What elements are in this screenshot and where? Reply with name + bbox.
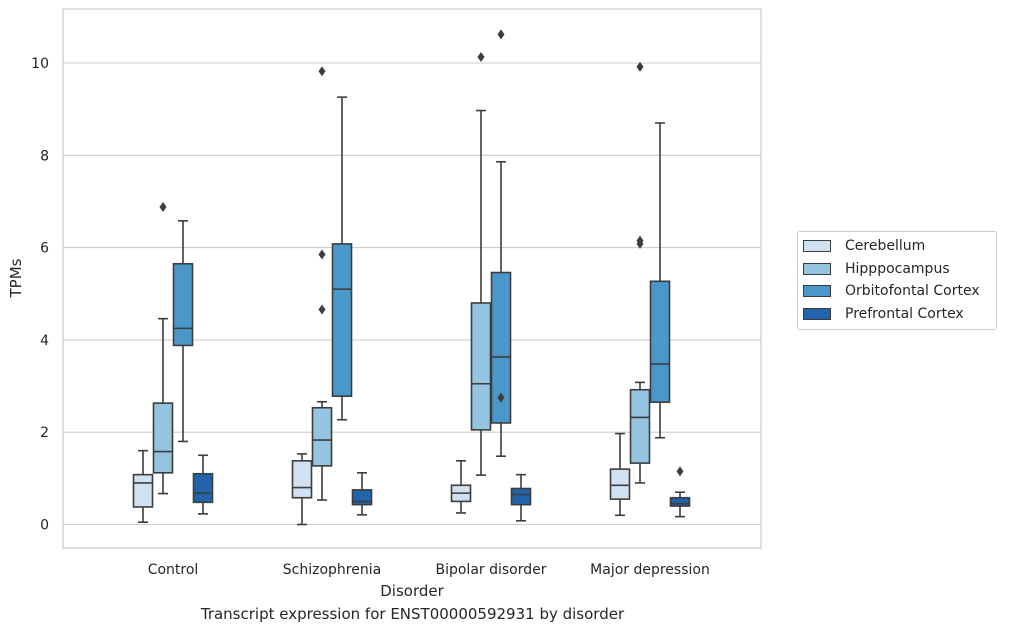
box-iqr <box>331 243 353 398</box>
box-hipppocampus <box>470 52 492 476</box>
box-cerebellum <box>450 460 472 514</box>
box-iqr <box>172 262 194 347</box>
legend-item: Prefrontal Cortex <box>798 303 996 326</box>
outlier-point <box>318 66 326 77</box>
legend-label: Orbitofontal Cortex <box>845 283 980 300</box>
box-orbitofontal-cortex <box>649 122 671 439</box>
legend-label: Cerebellum <box>845 238 926 255</box>
box-iqr <box>152 402 174 474</box>
box-iqr <box>132 473 154 508</box>
legend: Cerebellum Hipppocampus Orbitofontal Corte… <box>797 231 997 330</box>
y-tick-labels: 0 2 4 6 8 10 <box>31 56 49 534</box>
box-cerebellum <box>132 449 154 523</box>
x-axis-label: Disorder <box>380 582 444 600</box>
box-cerebellum <box>291 453 313 526</box>
outlier-point <box>636 235 644 246</box>
y-tick-label: 10 <box>31 56 49 72</box>
legend-label: Prefrontal Cortex <box>845 305 964 322</box>
box-iqr <box>510 487 532 506</box>
box-iqr <box>291 460 313 499</box>
legend-swatch <box>803 307 831 320</box>
box-iqr <box>490 271 512 424</box>
y-tick-label: 6 <box>40 241 49 257</box>
box-orbitofontal-cortex <box>490 29 512 457</box>
box-hipppocampus <box>311 66 333 501</box>
x-tick-label: Bipolar disorder <box>435 562 546 578</box>
box-prefrontal-cortex <box>351 472 373 516</box>
box-iqr <box>351 489 373 506</box>
box-iqr <box>192 472 214 504</box>
y-tick-label: 4 <box>40 333 49 349</box>
box-iqr <box>609 468 631 500</box>
box-orbitofontal-cortex <box>331 96 353 421</box>
outlier-point <box>477 52 485 63</box>
x-tick-label: Control <box>148 562 199 578</box>
outlier-point <box>497 392 505 403</box>
x-tick-label: Major depression <box>590 562 710 578</box>
box-prefrontal-cortex <box>192 454 214 515</box>
x-tick-labels: Control Schizophrenia Bipolar disorder Majo… <box>148 562 710 578</box>
box-iqr <box>649 280 671 404</box>
y-tick-label: 2 <box>40 425 49 441</box>
y-tick-label: 0 <box>40 518 49 534</box>
box-orbitofontal-cortex <box>172 220 194 443</box>
outlier-point <box>318 249 326 260</box>
plot-frame <box>62 8 762 549</box>
legend-swatch <box>803 262 831 275</box>
outlier-point <box>159 201 167 212</box>
legend-label: Hipppocampus <box>845 260 950 277</box>
outlier-point <box>676 466 684 477</box>
legend-swatch <box>803 240 831 253</box>
box-series <box>132 29 691 526</box>
box-hipppocampus <box>629 61 651 484</box>
legend-swatch <box>803 285 831 298</box>
outlier-point <box>636 61 644 72</box>
legend-item: Cerebellum <box>798 235 996 258</box>
box-iqr <box>669 496 691 507</box>
box-prefrontal-cortex <box>510 473 532 522</box>
chart-caption: Transcript expression for ENST0000059293… <box>200 605 625 623</box>
x-tick-label: Schizophrenia <box>283 562 381 578</box>
outlier-point <box>318 304 326 315</box>
box-iqr <box>470 302 492 431</box>
outlier-point <box>497 29 505 40</box>
box-iqr <box>629 388 651 464</box>
y-axis-label: TPMs <box>7 258 25 298</box>
box-iqr <box>311 406 333 467</box>
legend-item: Hipppocampus <box>798 258 996 281</box>
legend-item: Orbitofontal Cortex <box>798 280 996 303</box>
box-hipppocampus <box>152 201 174 495</box>
box-cerebellum <box>609 432 631 517</box>
y-tick-label: 8 <box>40 148 49 164</box>
box-prefrontal-cortex <box>669 466 691 518</box>
